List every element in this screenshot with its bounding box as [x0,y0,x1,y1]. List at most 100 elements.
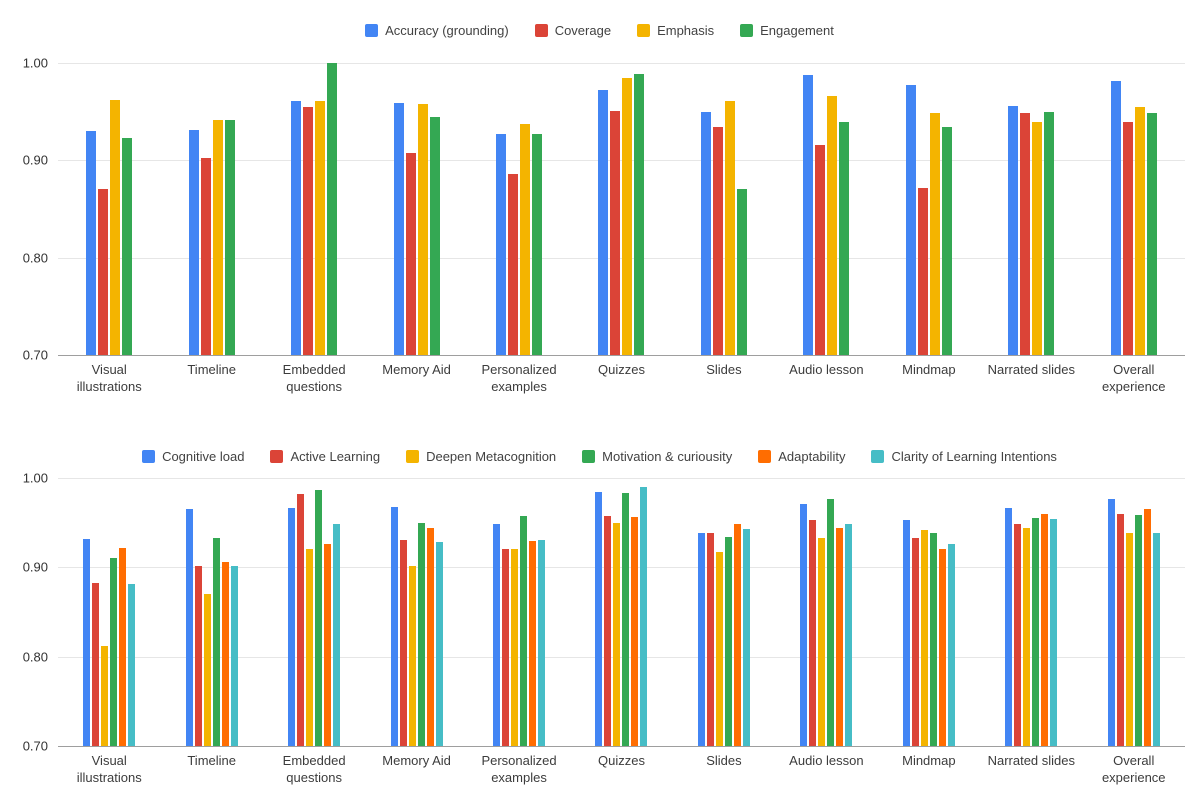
plot-area: 1.00 0.90 0.80 0.70 [23,471,1185,754]
bar [194,566,202,746]
x-axis-category-label: Memory Aid [365,362,467,406]
legend-swatch-icon [740,23,754,37]
bar-group [1083,63,1185,355]
bar [929,112,940,355]
bar [327,63,338,355]
legend-swatch-icon [142,449,156,463]
bar [405,152,416,355]
x-axis-category-label: Overall experience [1083,362,1185,406]
bar [742,528,750,746]
bar [508,173,519,355]
bar [417,103,428,355]
bar [221,561,229,746]
x-axis-category-label-text: Overall experience [1101,362,1166,394]
bar [288,508,296,746]
bar [809,520,817,746]
x-axis-category-label-text: Visual illustrations [76,753,142,785]
bar [610,110,621,355]
x-axis-category-label-text: Memory Aid [382,362,451,377]
legend-item: Adaptability [758,449,845,464]
bar [836,528,844,746]
bar [1134,514,1142,746]
legend-label: Clarity of Learning Intentions [891,448,1057,464]
x-axis-category-label: Timeline [160,753,262,792]
bar [324,544,332,746]
bar [1050,519,1058,746]
bar [1116,513,1124,746]
bar [827,499,835,746]
bar [595,492,603,746]
gridline [58,160,1185,162]
legend-item: Motivation & curiousity [582,449,732,464]
x-axis-category-label-text: Visual illustrations [76,362,142,394]
bar-group [263,478,365,746]
bar [1041,513,1049,746]
x-axis-category-label: Visual illustrations [58,362,160,406]
x-axis-category-label: Overall experience [1083,753,1185,792]
bar [706,533,714,746]
bar [538,539,546,746]
x-axis-category-label-text: Mindmap [902,362,956,377]
bar [86,131,97,355]
legend-label: Cognitive load [162,448,245,464]
bar [800,503,808,746]
bar [1023,528,1031,746]
bar [333,524,341,746]
x-axis-category-label: Mindmap [878,362,980,406]
legend-swatch-icon [758,449,772,463]
x-axis-category-label-text: Slides [706,362,742,377]
gridline [58,63,1185,64]
legend-swatch-icon [534,23,548,37]
x-axis-category-label-text: Quizzes [598,753,645,768]
x-axis-category-label: Quizzes [570,362,672,406]
bar [634,73,645,355]
bar-group [673,63,775,355]
bar [399,539,407,746]
bar [315,489,323,746]
bar [520,124,531,355]
bar [1008,105,1019,355]
bar [631,517,639,746]
chart-content-quality: Accuracy (grounding) Coverage Emphasis Enga… [22,22,1185,406]
x-axis-category-label-text: Timeline [187,753,236,768]
bar-group [980,478,1082,746]
chart-learning-dimensions: Cognitive load Active Learning Deepen Meta… [0,406,1199,792]
legend: Cognitive load Active Learning Deepen Meta… [0,446,1199,466]
bar [724,536,732,746]
bar [119,547,127,746]
bar [839,122,850,355]
bar [818,537,826,746]
legend-swatch-icon [365,23,379,37]
x-axis-labels: Visual illustrations Timeline Embedded que… [58,355,1185,406]
bar [613,522,621,746]
legend-label: Motivation & curiousity [602,448,733,464]
bar [303,106,314,355]
gridline [58,567,1185,569]
y-axis-tick-label: 0.70 [22,347,48,363]
bar-group [468,478,570,746]
legend-swatch-icon [582,449,596,463]
x-axis-category-label: Embedded questions [263,753,365,792]
bar [426,528,434,746]
legend-item: Engagement [740,23,834,38]
bar [1032,122,1043,355]
bar [733,523,741,746]
bar-group [775,478,877,746]
bar [1107,499,1115,746]
legend-item: Emphasis [637,23,714,38]
bar [224,120,235,355]
legend-label: Accuracy (grounding) [385,22,509,38]
bar-group [775,63,877,355]
bar [1110,80,1121,355]
bar [622,493,630,746]
bar [911,537,919,746]
bar [408,566,416,746]
bar [532,134,543,355]
bar [902,520,910,746]
bar [390,507,398,746]
x-axis-category-label-text: Quizzes [598,362,645,377]
bar-group [160,478,262,746]
bar [511,548,519,746]
x-axis-category-label: Slides [673,753,775,792]
